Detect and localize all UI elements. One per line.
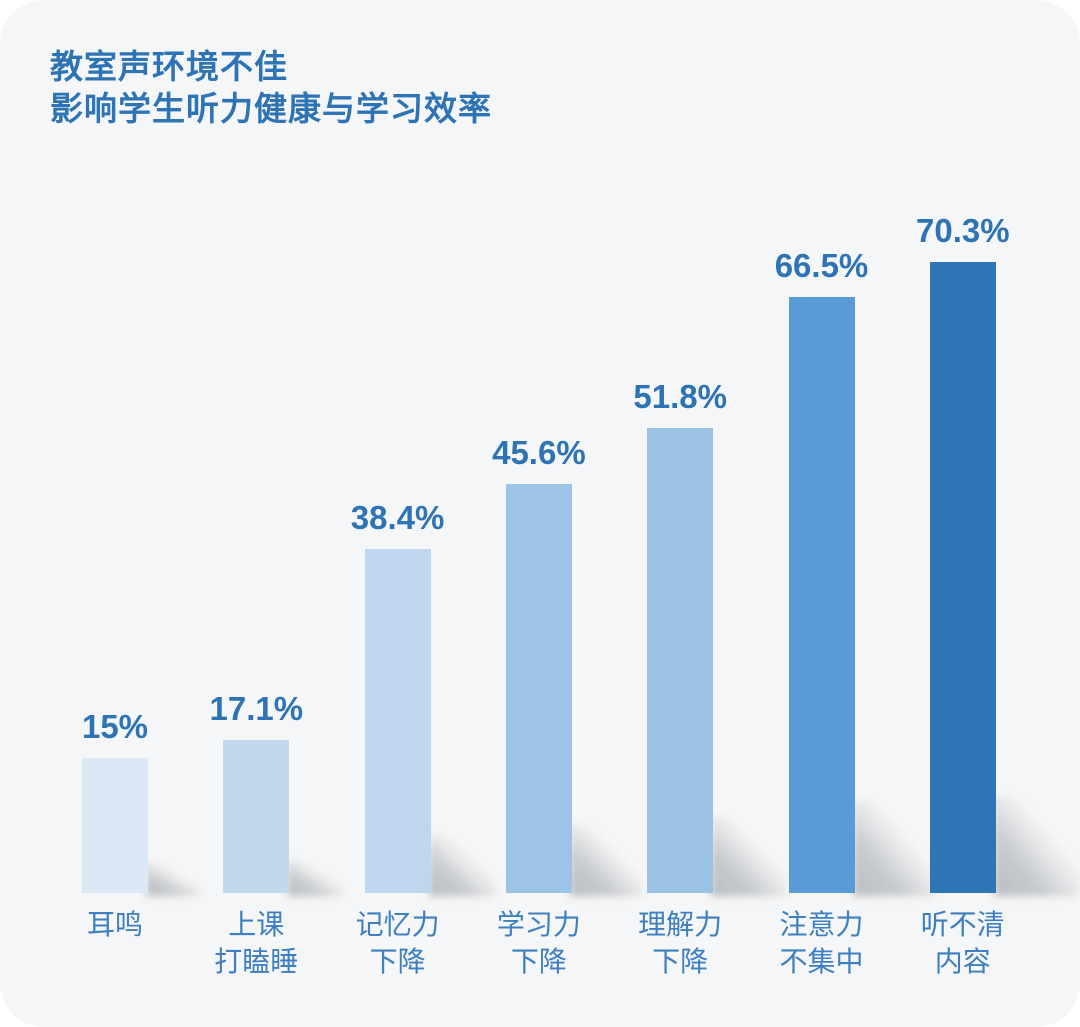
bar-category-label: 理解力 下降 xyxy=(614,907,746,981)
category-label-line: 下降 xyxy=(369,945,426,977)
category-label-line: 下降 xyxy=(510,945,567,977)
bar xyxy=(364,548,431,893)
bar-value-label: 51.8% xyxy=(633,378,727,416)
bar-shadow xyxy=(287,860,344,896)
bar xyxy=(929,262,996,893)
bar-column: 70.3% 听不清内容 xyxy=(897,0,1079,977)
bar-category-label: 学习力 下降 xyxy=(473,907,605,981)
bar-value-label: 17.1% xyxy=(209,689,304,727)
bar-shadow xyxy=(146,862,202,896)
bar xyxy=(647,428,714,893)
bar-column: 66.5% 注意力不集中 xyxy=(756,0,936,977)
bar-shadow xyxy=(428,834,497,896)
category-label-line: 记忆力 xyxy=(355,909,440,940)
bar-category-label: 注意力 不集中 xyxy=(756,907,888,981)
chart-title: 教室声环境不佳 影响学生听力健康与学习效率 xyxy=(50,46,492,130)
bar-column: 38.4% 记忆力下降 xyxy=(332,0,497,977)
category-label-line: 注意力 xyxy=(779,909,864,940)
chart-title-line1: 教室声环境不佳 xyxy=(50,48,288,85)
bar-value-label: 66.5% xyxy=(774,246,869,284)
bar-category-label: 耳鸣 xyxy=(49,907,181,944)
category-label-line: 耳鸣 xyxy=(86,909,143,940)
bar-value-label: 38.4% xyxy=(350,498,445,536)
category-label-line: 上课 xyxy=(228,909,285,940)
bar xyxy=(82,758,148,893)
bar-value-label: 70.3% xyxy=(916,212,1010,250)
category-label-line: 不集中 xyxy=(779,945,864,977)
category-label-line: 下降 xyxy=(652,945,709,977)
bar-shadow xyxy=(852,800,936,896)
category-label-line: 打瞌睡 xyxy=(214,945,299,977)
bar-category-label: 听不清 内容 xyxy=(897,907,1029,981)
bar-column: 15% 耳鸣 xyxy=(49,0,202,940)
chart-title-line2: 影响学生听力健康与学习效率 xyxy=(50,90,492,128)
bar xyxy=(788,296,855,893)
bar-category-label: 记忆力 下降 xyxy=(332,907,464,981)
bar-shadow xyxy=(569,825,642,896)
category-label-line: 理解力 xyxy=(638,909,723,940)
category-label-line: 听不清 xyxy=(920,909,1005,940)
bar xyxy=(223,739,290,893)
bar-category-label: 上课 打瞌睡 xyxy=(190,907,322,981)
bar-value-label: 15% xyxy=(81,708,149,746)
bar-shadow xyxy=(993,795,1079,896)
bar xyxy=(505,483,572,893)
bar-value-label: 45.6% xyxy=(492,433,586,471)
bar-column: 45.6% 学习力下降 xyxy=(473,0,642,977)
category-label-line: 学习力 xyxy=(496,909,581,940)
bar-column: 17.1% 上课打瞌睡 xyxy=(190,0,344,977)
bar-column: 51.8% 理解力下降 xyxy=(614,0,787,977)
bar-shadow xyxy=(711,818,787,896)
category-label-line: 内容 xyxy=(934,945,991,977)
